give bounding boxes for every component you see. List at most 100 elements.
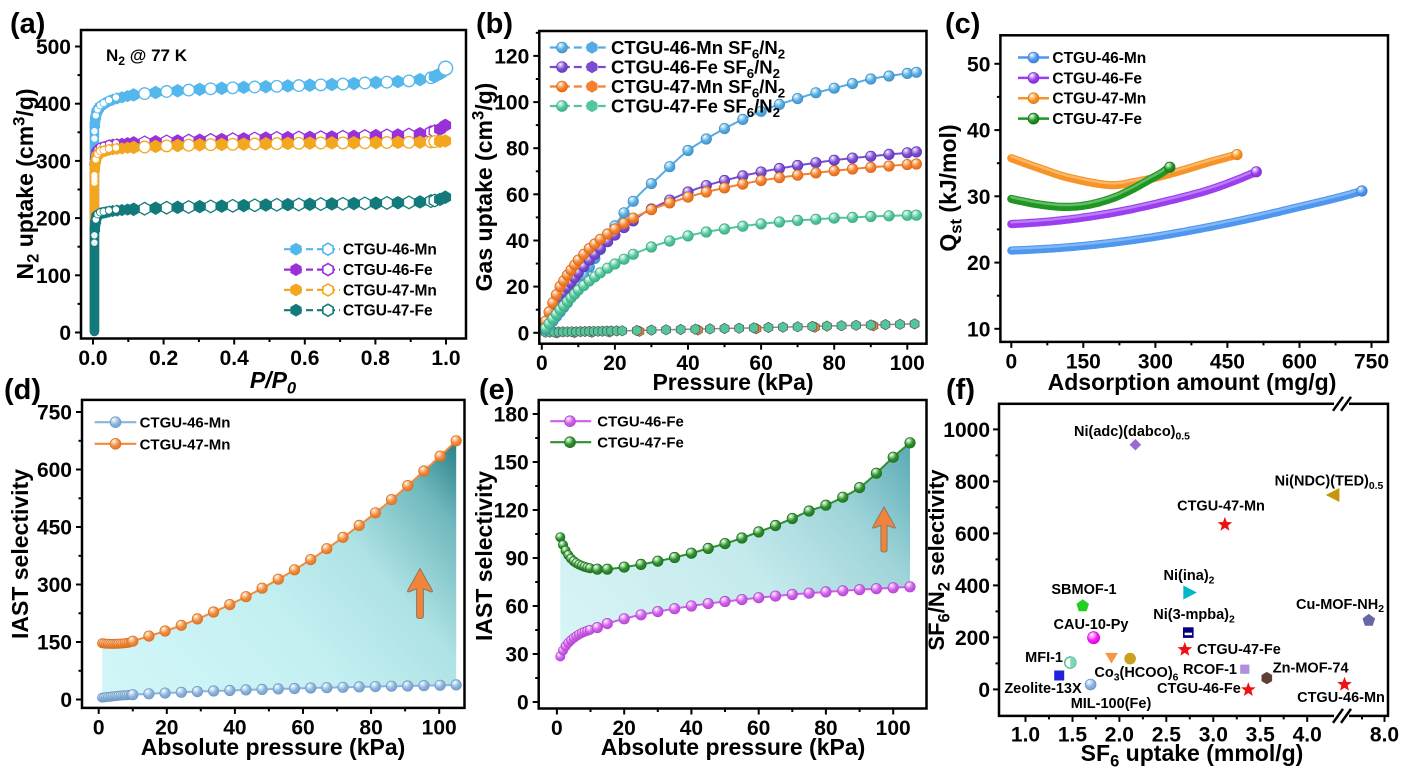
svg-text:CTGU-47-Mn: CTGU-47-Mn [1052, 91, 1146, 108]
svg-text:Ni(3-mpba)2: Ni(3-mpba)2 [1153, 607, 1235, 625]
svg-text:30: 30 [505, 644, 528, 667]
svg-text:0: 0 [536, 352, 548, 375]
svg-text:80: 80 [506, 138, 529, 161]
svg-text:750: 750 [37, 402, 72, 425]
svg-text:120: 120 [494, 45, 529, 68]
svg-text:600: 600 [37, 459, 72, 482]
svg-text:0.0: 0.0 [78, 347, 107, 370]
svg-text:60: 60 [506, 184, 529, 207]
svg-text:1.0: 1.0 [431, 347, 460, 370]
svg-text:CTGU-47-Fe SF6/N2: CTGU-47-Fe SF6/N2 [611, 96, 780, 120]
svg-text:Zeolite-13X: Zeolite-13X [1004, 681, 1082, 697]
svg-text:0: 0 [517, 692, 529, 715]
svg-text:0.2: 0.2 [149, 347, 178, 370]
svg-text:20: 20 [603, 352, 626, 375]
svg-text:1000: 1000 [943, 419, 990, 442]
svg-text:Adsorption amount (mg/g): Adsorption amount (mg/g) [1048, 369, 1337, 395]
svg-text:8.0: 8.0 [1370, 723, 1399, 746]
svg-text:(c): (c) [945, 8, 980, 40]
svg-text:80: 80 [814, 717, 837, 740]
svg-text:SF6/N2 selectivity: SF6/N2 selectivity [924, 469, 953, 651]
svg-text:20: 20 [155, 716, 178, 739]
svg-text:60: 60 [747, 717, 770, 740]
svg-text:Gas uptake (cm3/g): Gas uptake (cm3/g) [468, 83, 497, 292]
svg-text:MIL-100(Fe): MIL-100(Fe) [1071, 696, 1152, 712]
svg-text:SBMOF-1: SBMOF-1 [1051, 582, 1116, 598]
svg-text:0: 0 [518, 322, 530, 345]
svg-text:CTGU-46-Fe: CTGU-46-Fe [343, 262, 433, 279]
svg-text:CTGU-46-Fe SF6/N2: CTGU-46-Fe SF6/N2 [611, 57, 780, 81]
svg-text:120: 120 [494, 500, 529, 523]
svg-text:CTGU-46-Fe: CTGU-46-Fe [1052, 70, 1142, 87]
svg-text:80: 80 [359, 716, 382, 739]
svg-text:0: 0 [93, 716, 105, 739]
svg-text:Absolute pressure (kPa): Absolute pressure (kPa) [141, 734, 406, 760]
svg-text:1.5: 1.5 [1058, 723, 1088, 746]
svg-text:10: 10 [967, 318, 990, 341]
svg-text:100: 100 [36, 265, 71, 288]
svg-text:100: 100 [890, 352, 925, 375]
svg-text:450: 450 [37, 517, 72, 540]
svg-text:2.0: 2.0 [1105, 723, 1134, 746]
svg-text:CTGU-46-Mn: CTGU-46-Mn [343, 242, 437, 259]
svg-text:P/P0: P/P0 [250, 367, 297, 397]
svg-text:IAST selectivity: IAST selectivity [7, 469, 33, 639]
svg-text:20: 20 [612, 717, 635, 740]
svg-text:4.0: 4.0 [1293, 723, 1322, 746]
svg-text:300: 300 [36, 150, 71, 173]
svg-text:0: 0 [60, 689, 72, 712]
svg-text:40: 40 [680, 717, 703, 740]
svg-text:150: 150 [494, 452, 529, 475]
svg-text:Absolute pressure (kPa): Absolute pressure (kPa) [601, 734, 866, 760]
svg-text:20: 20 [967, 252, 990, 275]
svg-text:1.0: 1.0 [1011, 723, 1040, 746]
svg-text:CTGU-47-Mn: CTGU-47-Mn [343, 282, 437, 299]
svg-text:(e): (e) [479, 374, 514, 406]
svg-text:30: 30 [967, 186, 990, 209]
svg-text:800: 800 [955, 471, 990, 494]
svg-text:40: 40 [223, 716, 246, 739]
svg-text:0.8: 0.8 [361, 347, 391, 370]
svg-text:0: 0 [978, 679, 990, 702]
svg-text:0: 0 [551, 717, 563, 740]
svg-text:CTGU-46-Mn: CTGU-46-Mn [140, 415, 231, 432]
svg-text:80: 80 [823, 352, 846, 375]
svg-text:50: 50 [967, 53, 990, 76]
svg-text:CTGU-46-Fe: CTGU-46-Fe [1157, 681, 1241, 697]
svg-text:0.6: 0.6 [290, 347, 319, 370]
svg-text:0: 0 [59, 322, 71, 345]
svg-text:60: 60 [505, 596, 528, 619]
svg-text:500: 500 [36, 36, 71, 59]
svg-text:3.0: 3.0 [1199, 723, 1228, 746]
svg-text:Co3(HCOO)6: Co3(HCOO)6 [1094, 665, 1178, 683]
svg-text:100: 100 [494, 92, 529, 115]
svg-text:2.5: 2.5 [1152, 723, 1182, 746]
svg-text:150: 150 [37, 632, 72, 655]
svg-text:MFI-1: MFI-1 [1025, 650, 1063, 666]
svg-text:CTGU-46-Mn: CTGU-46-Mn [1052, 50, 1146, 67]
svg-text:90: 90 [505, 548, 528, 571]
svg-text:40: 40 [506, 230, 529, 253]
svg-text:CTGU-46-Mn: CTGU-46-Mn [1297, 690, 1385, 706]
svg-text:600: 600 [955, 523, 990, 546]
svg-text:200: 200 [955, 627, 990, 650]
svg-text:(d): (d) [4, 374, 41, 406]
svg-text:180: 180 [494, 404, 529, 427]
svg-text:Ni(adc)(dabco)0.5: Ni(adc)(dabco)0.5 [1074, 424, 1190, 442]
svg-text:(b): (b) [476, 8, 513, 40]
svg-text:400: 400 [36, 93, 71, 116]
svg-text:3.5: 3.5 [1246, 723, 1276, 746]
svg-text:100: 100 [422, 716, 457, 739]
svg-text:100: 100 [876, 717, 911, 740]
svg-text:N2 @ 77 K: N2 @ 77 K [106, 46, 188, 68]
svg-text:CTGU-47-Mn SF6/N2: CTGU-47-Mn SF6/N2 [611, 76, 785, 100]
svg-text:N2 uptake (cm3/g): N2 uptake (cm3/g) [9, 88, 42, 279]
svg-text:150: 150 [1066, 350, 1101, 373]
svg-text:Zn-MOF-74: Zn-MOF-74 [1273, 660, 1349, 676]
svg-text:(f): (f) [946, 374, 975, 406]
svg-text:CTGU-46-Fe: CTGU-46-Fe [597, 414, 684, 431]
svg-text:IAST selectivity: IAST selectivity [471, 471, 497, 641]
svg-text:CTGU-47-Fe: CTGU-47-Fe [597, 435, 684, 452]
svg-text:60: 60 [291, 716, 314, 739]
svg-text:CTGU-47-Fe: CTGU-47-Fe [343, 303, 433, 320]
